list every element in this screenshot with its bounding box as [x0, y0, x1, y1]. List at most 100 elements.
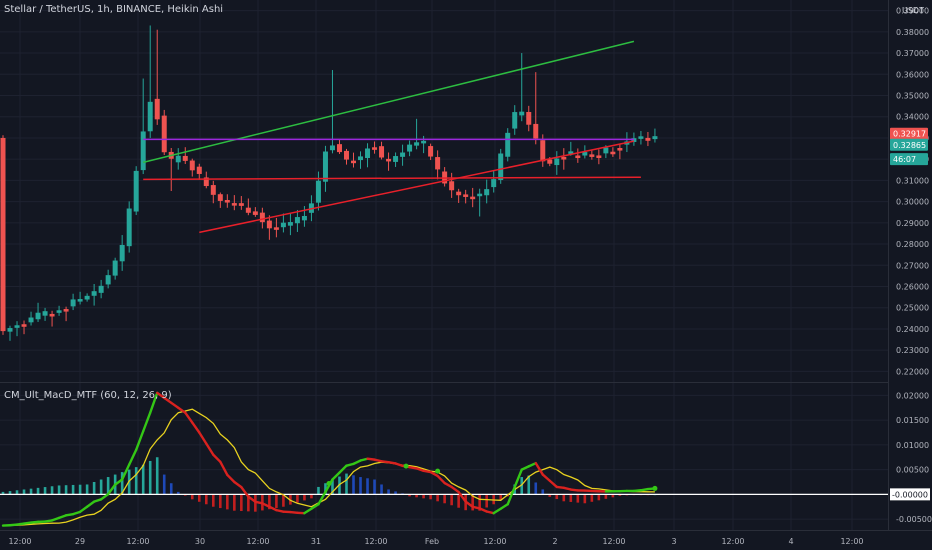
candle	[372, 141, 378, 154]
candle	[49, 310, 55, 327]
macd-segment	[127, 448, 138, 466]
candle-body	[35, 312, 41, 320]
candle-body	[182, 155, 188, 161]
candle-body	[154, 98, 160, 120]
candle	[210, 180, 216, 204]
candle-body	[561, 156, 567, 160]
candle	[14, 321, 20, 337]
candle	[56, 305, 62, 316]
histogram-bar	[106, 477, 110, 495]
candle	[435, 150, 441, 180]
candle-body	[610, 151, 616, 155]
candle	[287, 213, 293, 236]
histogram-bar	[548, 494, 552, 497]
histogram-bar	[415, 494, 418, 498]
macd-segment	[156, 391, 166, 400]
histogram-bar	[527, 475, 531, 495]
candle-body	[231, 203, 237, 206]
candle-body	[329, 145, 335, 151]
macd-segment	[303, 507, 313, 515]
lower-channel-line	[199, 140, 635, 234]
indicator-title: CM_Ult_MacD_MTF (60, 12, 26, 9)	[4, 390, 172, 401]
candle-body	[210, 185, 216, 195]
macd-segment	[310, 503, 320, 510]
time-axis-tick: 12:00	[8, 537, 31, 546]
indicator-axis-tick: 0.01000	[896, 441, 929, 450]
candle-body	[498, 153, 504, 181]
histogram-bar	[71, 484, 75, 495]
histogram-bar	[618, 494, 622, 496]
candle	[35, 302, 41, 322]
macd-segment	[78, 505, 89, 514]
histogram-bar	[282, 494, 285, 507]
macd-segment	[394, 462, 404, 468]
histogram-bar	[268, 494, 271, 510]
histogram-bar	[562, 494, 566, 502]
time-axis-tick: 12:00	[364, 537, 387, 546]
histogram-bar	[212, 494, 215, 507]
histogram-bar	[590, 494, 594, 502]
candle	[519, 53, 525, 122]
support-line	[143, 176, 641, 181]
currency-label: USDT	[902, 6, 924, 15]
macd-segment	[338, 464, 348, 474]
histogram-bar	[443, 494, 446, 504]
candle	[119, 235, 125, 271]
macd-segment	[85, 500, 96, 508]
macd-segment	[113, 478, 124, 486]
candle-body	[435, 157, 441, 170]
time-axis-tick: 12:00	[602, 537, 625, 546]
price-axis-tick: 0.24000	[896, 325, 929, 334]
candle-body	[554, 158, 560, 166]
candle	[358, 151, 364, 169]
candle	[533, 72, 539, 145]
macd-segment	[457, 490, 467, 503]
macd-histogram	[1, 457, 657, 512]
histogram-bar	[541, 489, 545, 495]
price-axis-tick: 0.37000	[896, 49, 929, 58]
histogram-bar	[36, 487, 40, 495]
macd-segment	[268, 505, 278, 512]
macd-segment	[163, 396, 173, 404]
histogram-bar	[436, 494, 439, 502]
histogram-bar	[352, 475, 355, 495]
macd-segment	[373, 458, 383, 463]
candle	[259, 207, 265, 229]
macd-segment	[478, 507, 488, 513]
candle-body	[617, 148, 623, 151]
candle-body	[287, 222, 293, 226]
candle-body	[547, 159, 553, 164]
candle	[21, 320, 27, 335]
candles	[0, 25, 658, 341]
candle	[470, 187, 476, 208]
candle	[28, 311, 34, 326]
histogram-bar	[169, 483, 173, 495]
candle	[266, 215, 272, 240]
time-axis-tick: Feb	[425, 537, 439, 546]
candle-body	[7, 328, 13, 332]
price-axis-tick: 0.28000	[896, 240, 929, 249]
macd-segment	[345, 462, 355, 467]
time-axis-tick: 12:00	[483, 537, 506, 546]
candle	[617, 143, 623, 160]
candle-body	[336, 144, 342, 153]
candle-body	[526, 111, 532, 125]
candle	[105, 269, 111, 289]
macd-segment	[513, 468, 523, 489]
histogram-bar	[275, 494, 278, 508]
candle-body	[428, 146, 434, 157]
macd-segment	[240, 485, 250, 498]
histogram-bar	[176, 491, 180, 495]
price-axis-tick: 0.39000	[896, 7, 929, 16]
histogram-bar	[310, 494, 313, 499]
histogram-bar	[387, 489, 390, 495]
histogram-bar	[373, 479, 376, 495]
candle	[91, 283, 97, 306]
histogram-bar	[485, 494, 488, 508]
histogram-bar	[141, 464, 145, 495]
candle	[554, 151, 560, 175]
macd-segment	[106, 483, 117, 496]
candle	[491, 170, 497, 193]
candle-body	[386, 158, 392, 162]
